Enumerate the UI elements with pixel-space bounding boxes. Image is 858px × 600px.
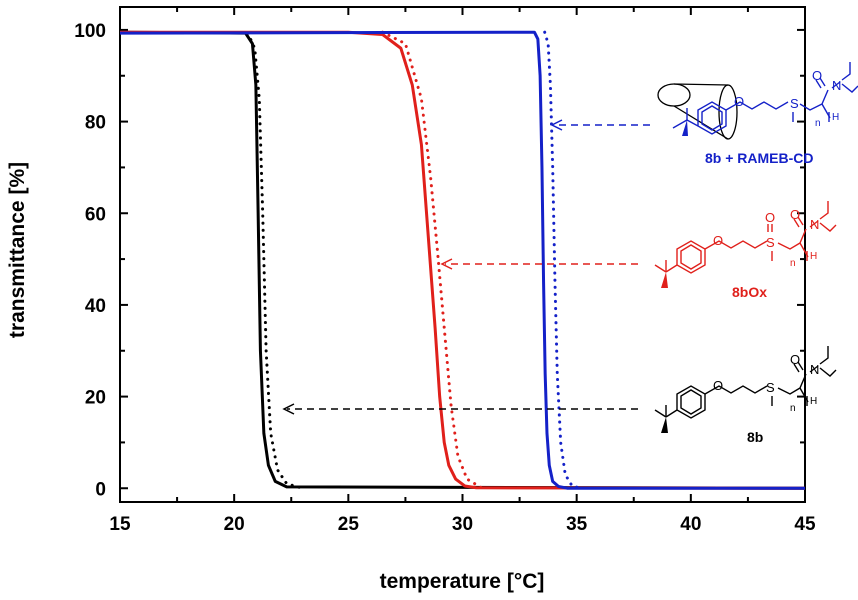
x-axis-title: temperature [°C] [380, 570, 545, 593]
y-tick-label: 20 [85, 388, 106, 409]
structure-8box-atoms: O O S O N H n 8bOx [713, 207, 819, 300]
arrowhead-black [282, 403, 295, 415]
annotation-arrows [282, 119, 650, 415]
plot-frame [119, 6, 806, 503]
atom-o: O [812, 68, 822, 83]
series-8box-dotted-line [381, 30, 483, 489]
x-tick-label: 35 [566, 514, 588, 535]
label-8box: 8bOx [732, 284, 767, 300]
arrowhead-blue [550, 119, 563, 131]
atom-o: O [790, 352, 800, 367]
x-tick-label: 20 [224, 514, 245, 535]
atom-h: H [810, 251, 817, 262]
structure-8b [654, 346, 837, 433]
atom-o: O [713, 233, 723, 248]
y-tick-label: 60 [85, 204, 106, 225]
series-8b-solid-line [119, 30, 806, 490]
atom-n: N [810, 362, 819, 377]
curve-group [119, 30, 806, 490]
atom-s: S [766, 235, 775, 250]
atom-n-sub: n [790, 403, 796, 414]
series-8b-dotted-line [246, 31, 305, 490]
atom-s: S [766, 380, 775, 395]
atom-n: N [810, 217, 819, 232]
atom-h: H [810, 396, 817, 407]
tick-group: 15 20 25 30 35 40 45 0 20 40 60 80 100 [74, 7, 816, 535]
x-tick-label: 40 [680, 514, 701, 535]
atom-h: H [832, 112, 839, 123]
series-8b-rameb-cd-solid-line [119, 30, 805, 490]
structure-8b-atoms: O S O N H n 8b [713, 352, 819, 445]
atom-o: O [765, 210, 775, 225]
series-8b-rameb-cd-dotted-line [543, 30, 583, 490]
atom-o: O [734, 94, 744, 109]
atom-o: O [790, 207, 800, 222]
arrowhead-red [440, 258, 453, 270]
y-tick-label: 80 [85, 113, 106, 134]
y-tick-label: 40 [85, 296, 106, 317]
structure-8b-rameb-cd-atoms: O S O N H n 8b + RAMEB-CD [705, 68, 841, 166]
atom-n: N [832, 78, 841, 93]
y-tick-label: 100 [74, 21, 106, 42]
atom-n-sub: n [790, 258, 796, 269]
y-tick-label: 0 [95, 479, 106, 500]
label-8b: 8b [747, 429, 763, 445]
label-8b-rameb-cd: 8b + RAMEB-CD [705, 150, 814, 166]
x-tick-label: 15 [109, 514, 131, 535]
atom-s: S [790, 96, 799, 111]
x-tick-label: 30 [452, 514, 473, 535]
atom-o: O [713, 378, 723, 393]
x-tick-label: 25 [338, 514, 360, 535]
x-tick-label: 45 [794, 514, 816, 535]
atom-n-sub: n [815, 118, 821, 129]
cyclodextrin-cone-icon [657, 83, 738, 140]
series-8box-solid-line [120, 30, 806, 490]
structure-8b-rameb-cd [657, 62, 858, 140]
y-axis-title: transmittance [%] [6, 162, 29, 338]
structure-8box [654, 201, 837, 288]
